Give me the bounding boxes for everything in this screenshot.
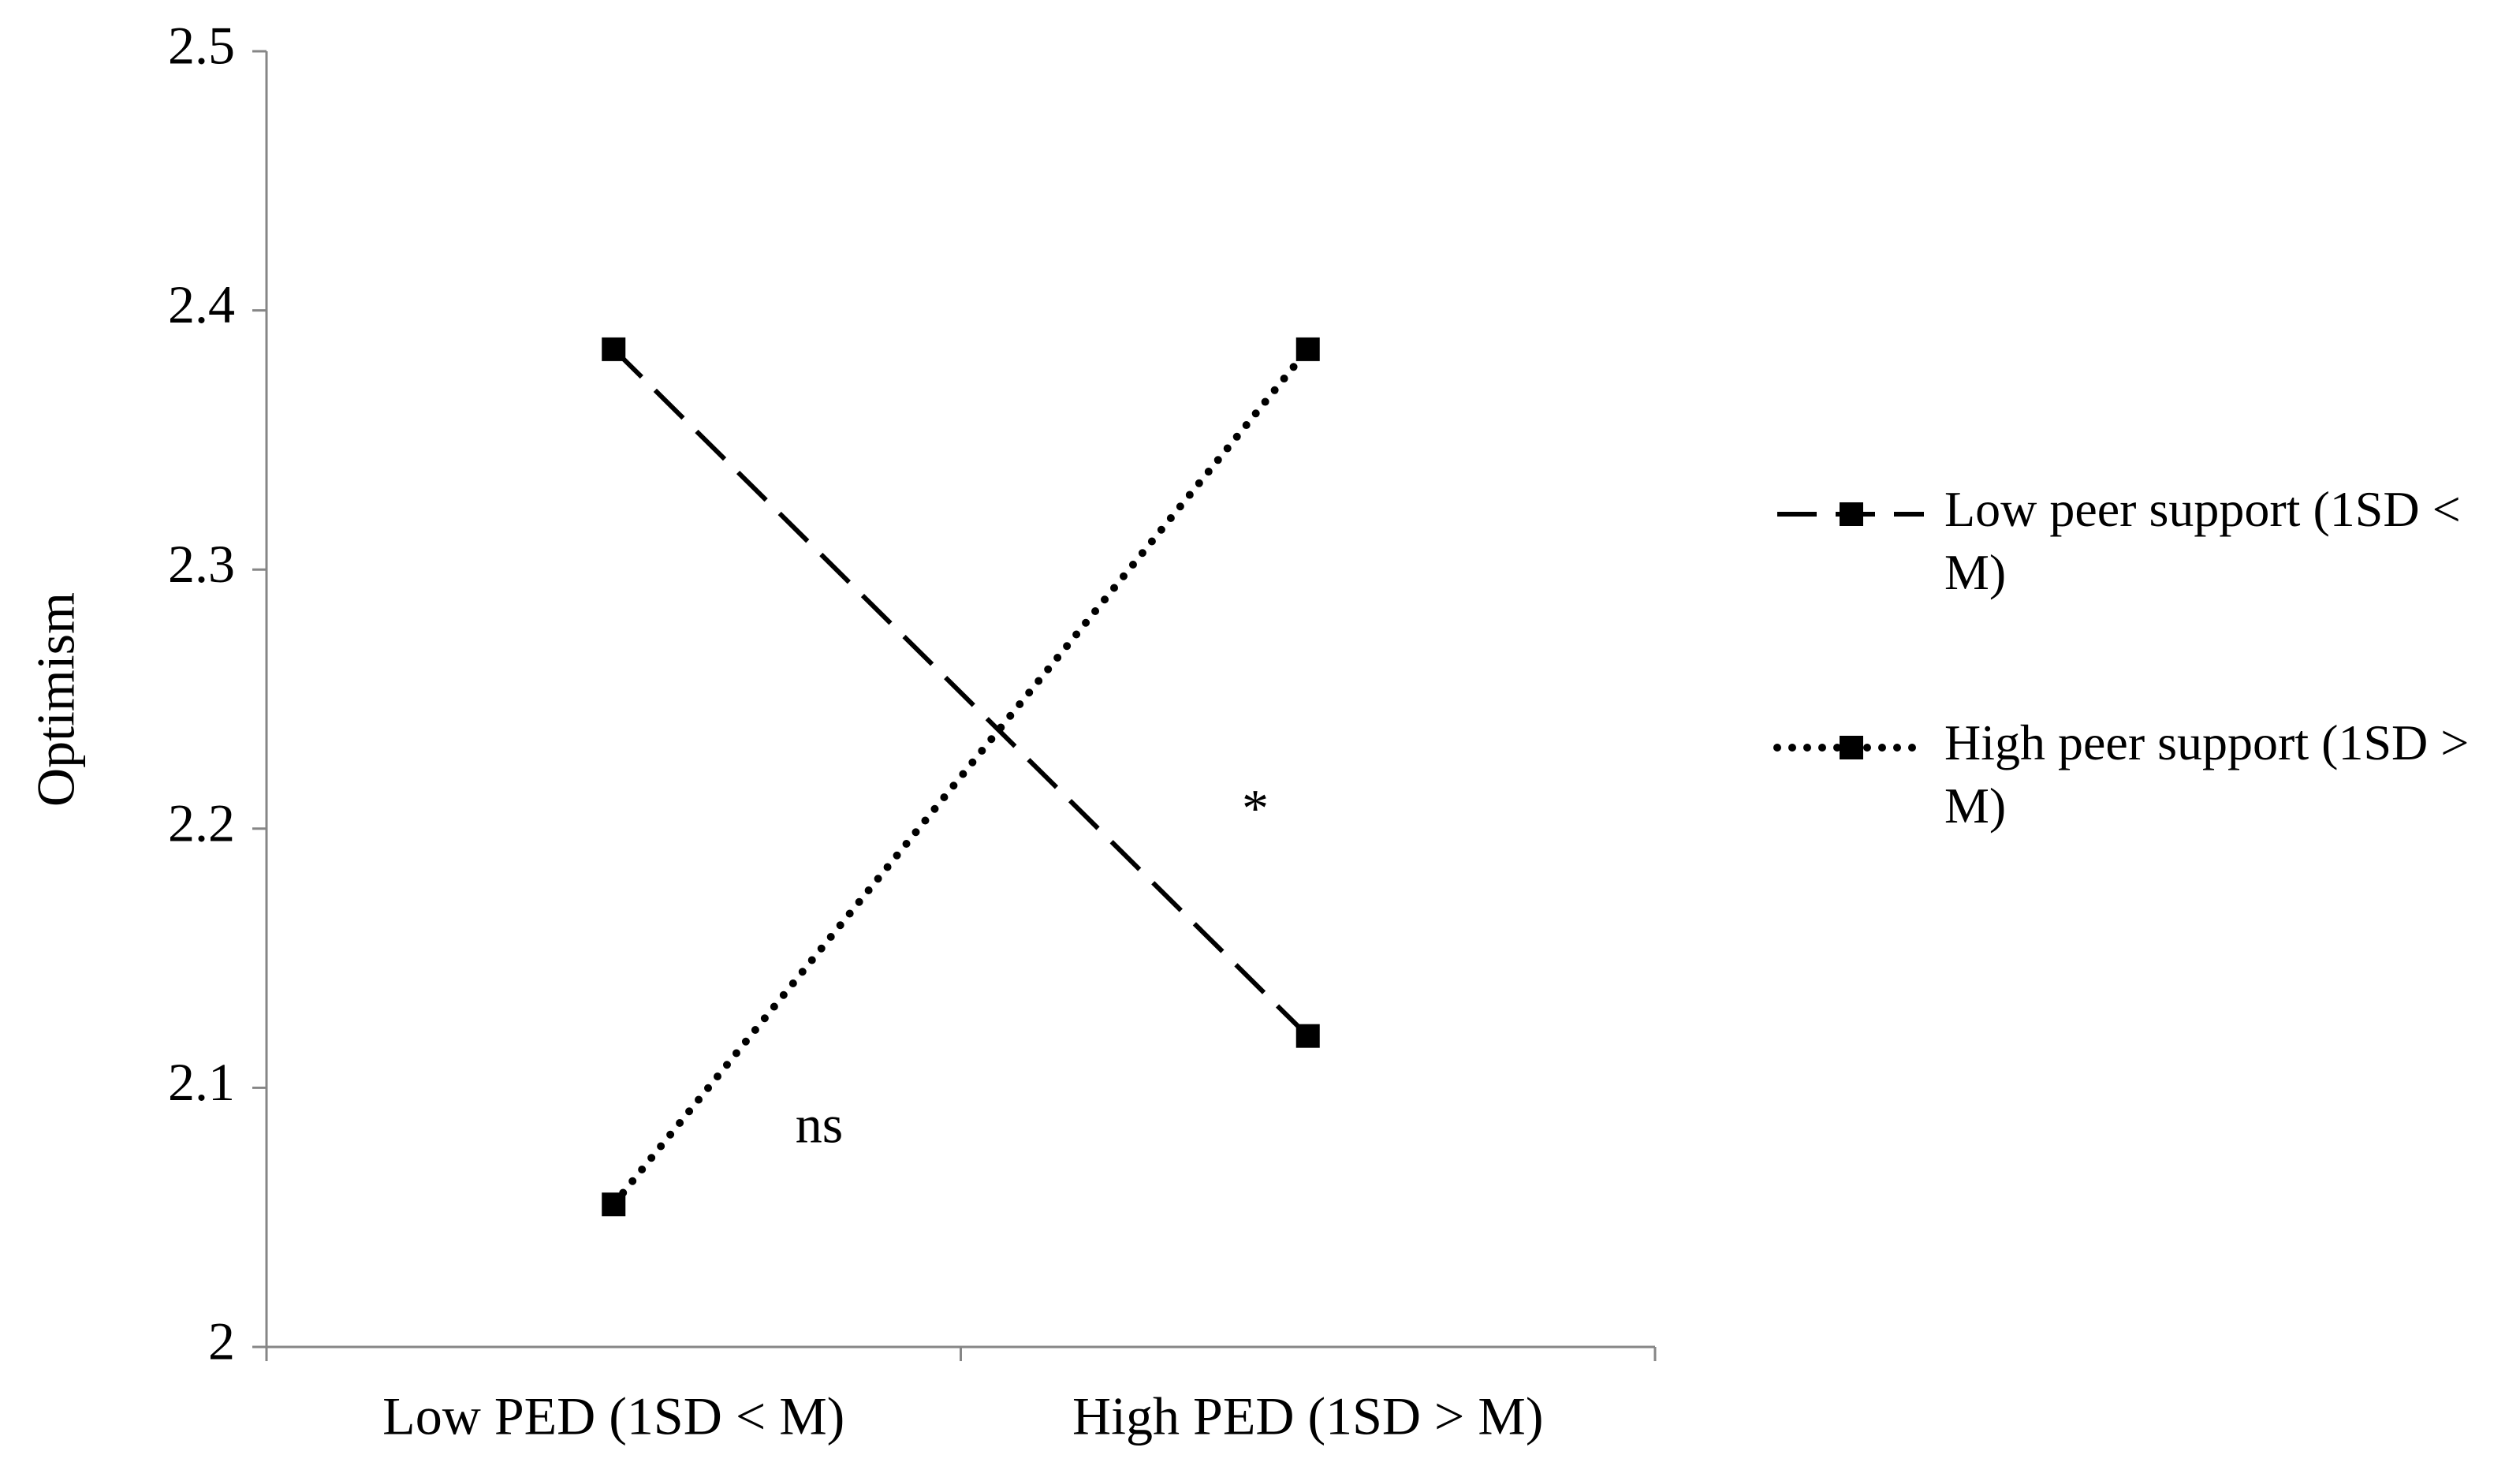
data-point [1295, 1024, 1320, 1048]
legend-label: High peer support (1SD > M) [1944, 714, 2470, 834]
y-tick-label: 2.2 [168, 793, 235, 852]
legend-marker [1840, 502, 1863, 526]
y-tick-label: 2.3 [168, 534, 235, 594]
series-line [609, 345, 1312, 1209]
data-point [602, 1192, 626, 1217]
legend-marker [1840, 736, 1863, 759]
series-line [612, 347, 1310, 1038]
data-point [1295, 337, 1320, 361]
y-tick-label: 2.5 [168, 16, 235, 76]
data-point [602, 337, 626, 361]
y-tick-label: 2.1 [168, 1052, 235, 1112]
annotation: ns [796, 1095, 843, 1155]
legend-label: Low peer support (1SD < M) [1944, 481, 2461, 600]
x-tick-label: High PED (1SD > M) [1072, 1386, 1544, 1446]
y-tick-label: 2 [208, 1311, 235, 1371]
annotation: * [1242, 778, 1269, 838]
x-tick-label: Low PED (1SD < M) [382, 1386, 844, 1446]
y-tick-label: 2.4 [168, 274, 235, 334]
y-axis-label: Optimism [26, 592, 86, 807]
